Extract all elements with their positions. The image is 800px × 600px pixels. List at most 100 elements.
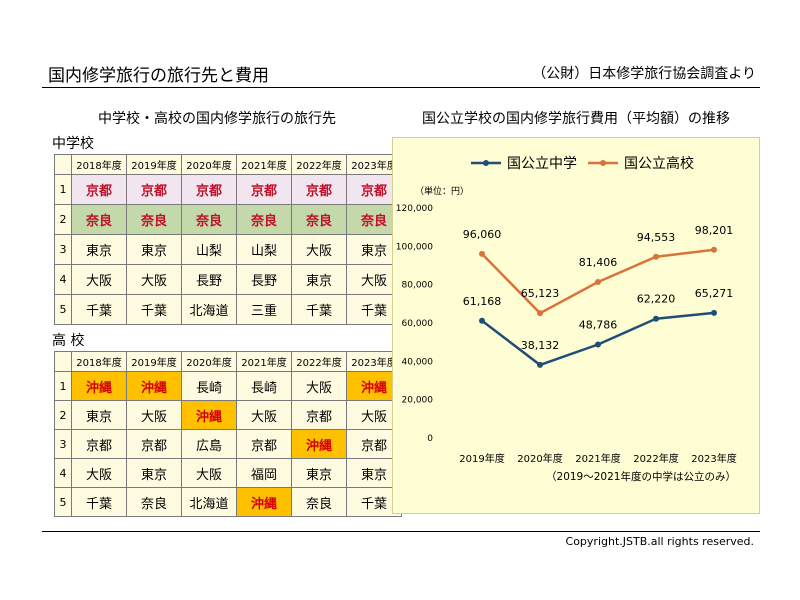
destination-cell: 京都 bbox=[291, 174, 347, 205]
destination-cell: 東京 bbox=[291, 458, 347, 488]
destination-cell: 京都 bbox=[181, 174, 237, 205]
header: 国内修学旅行の旅行先と費用 （公財）日本修学旅行協会調査より bbox=[42, 58, 760, 88]
destination-cell: 沖縄 bbox=[181, 400, 237, 430]
x-tick-label: 2019年度 bbox=[459, 452, 504, 465]
source-note: （公財）日本修学旅行協会調査より bbox=[532, 66, 756, 82]
table-row: 5 千葉 奈良 北海道 沖縄 奈良 千葉 bbox=[54, 487, 402, 517]
destination-cell: 大阪 bbox=[291, 234, 347, 265]
y-tick-label: 120,000 bbox=[396, 204, 433, 214]
year-header: 2018年度 bbox=[71, 351, 127, 372]
year-header: 2019年度 bbox=[126, 351, 182, 372]
x-tick-label: 2021年度 bbox=[575, 452, 620, 465]
rank-number: 1 bbox=[54, 174, 72, 205]
rank-number: 5 bbox=[54, 487, 72, 517]
rank-number: 4 bbox=[54, 264, 72, 295]
middle-school-label: 中学校 bbox=[52, 136, 94, 152]
rank-number: 2 bbox=[54, 204, 72, 235]
data-label: 81,406 bbox=[579, 256, 618, 269]
destination-cell: 三重 bbox=[236, 294, 292, 325]
legend-marker-2 bbox=[600, 160, 606, 166]
destination-cell: 京都 bbox=[236, 174, 292, 205]
x-tick-label: 2022年度 bbox=[633, 452, 678, 465]
destination-cell: 千葉 bbox=[71, 294, 127, 325]
destination-cell: 京都 bbox=[236, 429, 292, 459]
destination-cell: 沖縄 bbox=[236, 487, 292, 517]
table-row: 3 京都 京都 広島 京都 沖縄 京都 bbox=[54, 429, 402, 459]
destination-cell: 京都 bbox=[71, 429, 127, 459]
year-header: 2021年度 bbox=[236, 351, 292, 372]
data-point bbox=[711, 309, 717, 316]
destination-cell: 沖縄 bbox=[291, 429, 347, 459]
destination-cell: 京都 bbox=[126, 174, 182, 205]
rank-number: 2 bbox=[54, 400, 72, 430]
destination-cell: 長崎 bbox=[181, 371, 237, 401]
table-row: 4 大阪 東京 大阪 福岡 東京 東京 bbox=[54, 458, 402, 488]
data-point bbox=[595, 278, 601, 285]
destination-cell: 京都 bbox=[126, 429, 182, 459]
chart-note: （2019～2021年度の中学は公立のみ） bbox=[546, 470, 736, 483]
cost-line-chart: （単位：円） 0 20,000 40,000 60,000 80,000 100,000 12… bbox=[396, 155, 737, 483]
chart-panel: （単位：円） 0 20,000 40,000 60,000 80,000 100,000 12… bbox=[392, 137, 760, 514]
data-point bbox=[595, 341, 601, 348]
data-label: 96,060 bbox=[463, 228, 502, 241]
year-header: 2020年度 bbox=[181, 351, 237, 372]
data-label: 38,132 bbox=[521, 339, 560, 352]
destination-cell: 東京 bbox=[71, 234, 127, 265]
destination-cell: 千葉 bbox=[71, 487, 127, 517]
data-point bbox=[537, 310, 543, 317]
destination-cell: 奈良 bbox=[126, 487, 182, 517]
destination-cell: 千葉 bbox=[126, 294, 182, 325]
destination-cell: 京都 bbox=[71, 174, 127, 205]
destination-cell: 大阪 bbox=[71, 264, 127, 295]
rank-number: 1 bbox=[54, 371, 72, 401]
unit-label: （単位：円） bbox=[415, 185, 469, 197]
table-row: 3 東京 東京 山梨 山梨 大阪 東京 bbox=[54, 234, 402, 265]
destination-cell: 沖縄 bbox=[126, 371, 182, 401]
destination-cell: 大阪 bbox=[236, 400, 292, 430]
table-row: 1 京都 京都 京都 京都 京都 京都 bbox=[54, 174, 402, 205]
x-tick-label: 2020年度 bbox=[517, 452, 562, 465]
y-tick-label: 40,000 bbox=[402, 357, 434, 367]
destination-cell: 長崎 bbox=[236, 371, 292, 401]
destination-cell: 大阪 bbox=[291, 371, 347, 401]
chart-title: 国公立学校の国内修学旅行費用（平均額）の推移 bbox=[422, 111, 730, 127]
destination-cell: 大阪 bbox=[71, 458, 127, 488]
destination-cell: 広島 bbox=[181, 429, 237, 459]
rank-number: 3 bbox=[54, 234, 72, 265]
copyright: Copyright.JSTB.all rights reserved. bbox=[565, 535, 754, 548]
destination-cell: 大阪 bbox=[181, 458, 237, 488]
destination-cell: 長野 bbox=[236, 264, 292, 295]
destination-cell: 福岡 bbox=[236, 458, 292, 488]
data-label: 65,271 bbox=[695, 287, 734, 300]
year-header: 2018年度 bbox=[71, 154, 127, 175]
legend-label-1: 国公立中学 bbox=[507, 156, 577, 172]
table-row: 5 千葉 千葉 北海道 三重 千葉 千葉 bbox=[54, 294, 402, 325]
destination-cell: 大阪 bbox=[126, 400, 182, 430]
data-label: 65,123 bbox=[521, 287, 560, 300]
data-label: 62,220 bbox=[637, 293, 676, 306]
rank-number: 4 bbox=[54, 458, 72, 488]
rank-number: 3 bbox=[54, 429, 72, 459]
y-tick-label: 80,000 bbox=[402, 281, 434, 291]
year-header: 2019年度 bbox=[126, 154, 182, 175]
data-point bbox=[479, 317, 485, 324]
data-point bbox=[653, 315, 659, 322]
destination-cell: 奈良 bbox=[236, 204, 292, 235]
page-title: 国内修学旅行の旅行先と費用 bbox=[48, 66, 269, 86]
data-point bbox=[479, 250, 485, 257]
legend-marker-1 bbox=[483, 160, 489, 166]
destination-cell: 東京 bbox=[71, 400, 127, 430]
table-row: 2 東京 大阪 沖縄 大阪 京都 大阪 bbox=[54, 400, 402, 430]
destinations-heading: 中学校・高校の国内修学旅行の旅行先 bbox=[98, 111, 336, 127]
data-point bbox=[711, 246, 717, 253]
destination-cell: 京都 bbox=[291, 400, 347, 430]
corner-cell bbox=[54, 351, 72, 372]
destination-cell: 千葉 bbox=[291, 294, 347, 325]
y-tick-label: 60,000 bbox=[402, 319, 434, 329]
destination-cell: 奈良 bbox=[181, 204, 237, 235]
footer-divider bbox=[42, 531, 760, 532]
x-tick-label: 2023年度 bbox=[691, 452, 736, 465]
rank-number: 5 bbox=[54, 294, 72, 325]
destination-cell: 東京 bbox=[126, 458, 182, 488]
year-header: 2022年度 bbox=[291, 351, 347, 372]
